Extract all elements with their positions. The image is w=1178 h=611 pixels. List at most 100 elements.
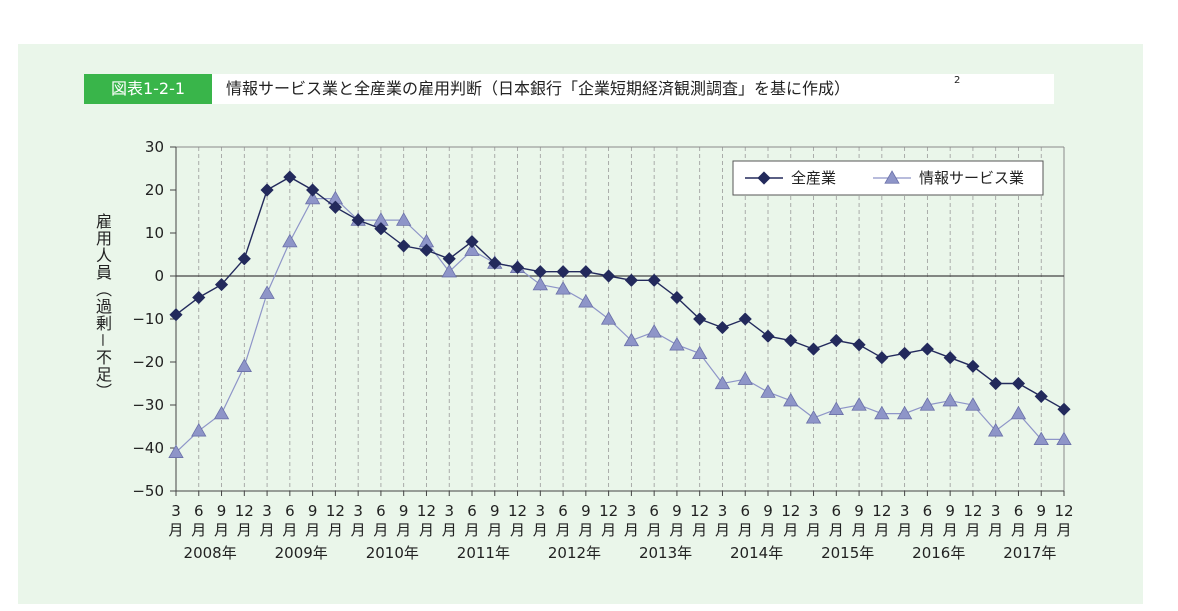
y-tick-label: −10 (132, 310, 164, 328)
figure-panel (18, 44, 1143, 604)
y-tick-labels: 30 20 10 0 −10 −20 −30 −40 −50 (132, 138, 164, 500)
data-point (737, 371, 753, 385)
x-tick-month-unit: 月 (168, 521, 183, 539)
y-tick-label: 30 (145, 138, 164, 156)
y-tick-label: 0 (154, 267, 164, 285)
data-point (282, 233, 298, 248)
data-point (488, 256, 502, 270)
x-tick-month-unit: 月 (829, 521, 844, 539)
data-point (214, 278, 229, 292)
data-point (396, 212, 412, 226)
x-tick-month-unit: 月 (897, 521, 912, 539)
data-point (669, 336, 685, 351)
x-tick-month: 9 (581, 502, 591, 520)
data-point (874, 405, 890, 420)
data-point (989, 376, 1003, 391)
data-point (441, 263, 457, 278)
data-point (510, 260, 525, 274)
data-point (555, 281, 571, 295)
x-tick-year: 2009年 (275, 544, 328, 562)
x-tick-month-unit: 月 (988, 521, 1003, 539)
x-tick-month: 3 (991, 502, 1001, 520)
series-group (168, 170, 1072, 458)
x-tick-month: 12 (781, 502, 800, 520)
x-tick-month: 3 (536, 502, 546, 520)
data-point (896, 405, 913, 420)
x-tick-month-unit: 月 (328, 521, 343, 539)
x-tick-month-unit: 月 (783, 521, 798, 539)
data-point (578, 293, 594, 308)
y-axis-label: 雇用人員（過剰－不足） (93, 213, 112, 401)
x-tick-month-unit: 月 (624, 521, 639, 539)
data-point (283, 170, 297, 184)
x-tick-month: 9 (399, 502, 409, 520)
x-tick-month-unit: 月 (601, 521, 616, 539)
x-tick-month-unit: 月 (647, 521, 662, 539)
x-tick-month-unit: 月 (806, 521, 821, 539)
x-tick-month-unit: 月 (874, 521, 889, 539)
data-point (464, 242, 480, 256)
legend-marker-info-services (884, 170, 900, 184)
data-point (1056, 431, 1072, 446)
data-point (351, 213, 365, 227)
x-tick-month-unit: 月 (852, 521, 867, 539)
data-point (602, 269, 616, 283)
data-point (465, 235, 479, 249)
x-tick-month: 12 (235, 502, 254, 520)
x-tick-month-unit: 月 (351, 521, 366, 539)
x-tick-month: 6 (1014, 502, 1024, 520)
x-tick-month: 6 (832, 502, 842, 520)
series-line (175, 176, 1065, 410)
data-point (692, 345, 708, 360)
x-tick-month-unit: 月 (578, 521, 593, 539)
data-point (898, 346, 912, 360)
legend-marker-all-industries (757, 171, 771, 185)
x-tick-month-unit: 月 (533, 521, 548, 539)
data-point (192, 290, 206, 305)
data-point (942, 392, 958, 407)
data-point (306, 183, 320, 197)
data-point (169, 308, 183, 322)
x-tick-month: 6 (649, 502, 659, 520)
x-tick-month: 3 (718, 502, 728, 520)
grid-lines (198, 147, 1065, 491)
data-point (304, 190, 321, 205)
data-point (624, 273, 638, 287)
title-bar: 図表1-2-1 情報サービス業と全産業の雇用判断（日本銀行「企業短期経済観測調査… (84, 74, 1054, 104)
data-point (237, 252, 251, 266)
x-tick-year: 2017年 (1003, 544, 1056, 562)
x-tick-month-unit: 月 (305, 521, 320, 539)
data-point (806, 342, 821, 356)
data-point (1033, 431, 1049, 446)
x-tick-month-unit: 月 (692, 521, 707, 539)
data-point (965, 397, 981, 411)
x-tick-month: 12 (508, 502, 527, 520)
x-tick-month-unit: 月 (1034, 521, 1049, 539)
data-point (1057, 402, 1071, 416)
data-point (761, 329, 775, 343)
data-point (168, 444, 184, 458)
x-tick-month-unit: 月 (419, 521, 434, 539)
x-tick-month-unit: 月 (191, 521, 206, 539)
data-point (623, 332, 640, 347)
legend-label-all-industries: 全産業 (791, 169, 836, 187)
chart-title: 情報サービス業と全産業の雇用判断（日本銀行「企業短期経済観測調査」を基に作成） (226, 79, 851, 98)
data-point (533, 265, 547, 279)
data-point (714, 375, 731, 390)
x-tick-year: 2012年 (548, 544, 601, 562)
data-point (1011, 376, 1026, 391)
x-tick-month-unit: 月 (396, 521, 411, 539)
x-tick-month: 9 (490, 502, 500, 520)
x-tick-month: 9 (672, 502, 682, 520)
data-point (919, 397, 936, 411)
x-tick-month: 12 (872, 502, 891, 520)
x-tick-month: 12 (326, 502, 345, 520)
data-point (374, 222, 388, 236)
x-tick-month-unit: 月 (464, 521, 479, 539)
x-tick-month-unit: 月 (669, 521, 684, 539)
legend: 全産業 情報サービス業 (732, 160, 1044, 196)
x-tick-month: 6 (194, 502, 204, 520)
data-point (783, 392, 799, 407)
y-tick-label: −40 (132, 439, 164, 457)
